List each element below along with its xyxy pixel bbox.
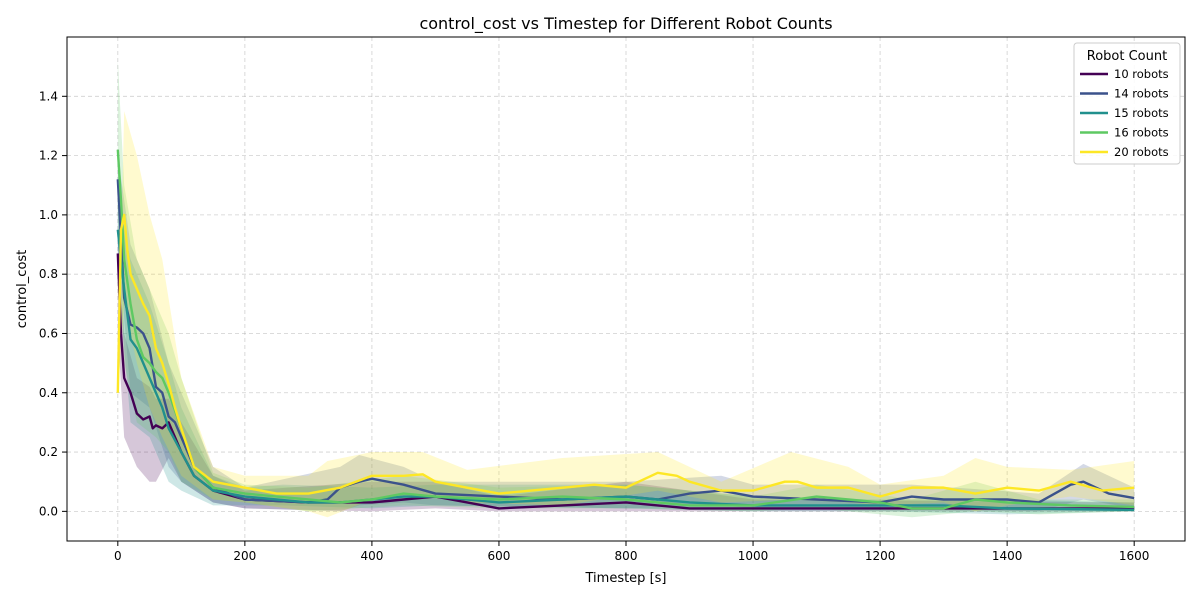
y-axis-ticks: 0.0 0.2 0.4 0.6 0.8 1.0 1.2 1.4 [39, 89, 67, 518]
x-tick-label: 800 [615, 549, 638, 563]
y-tick-label: 0.8 [39, 267, 58, 281]
y-tick-label: 0.4 [39, 386, 58, 400]
x-tick-label: 1600 [1119, 549, 1150, 563]
series-line [116, 149, 1135, 510]
x-tick-label: 1000 [738, 549, 769, 563]
series-lines [116, 149, 1135, 512]
legend-label: 15 robots [1114, 106, 1169, 120]
legend-label: 20 robots [1114, 145, 1169, 159]
legend-title: Robot Count [1087, 49, 1167, 64]
legend-label: 10 robots [1114, 67, 1169, 81]
y-axis-label: control_cost [15, 250, 30, 329]
confidence-band [117, 111, 1135, 518]
x-tick-label: 0 [114, 549, 122, 563]
x-axis-label: Timestep [s] [585, 571, 667, 586]
legend-label: 16 robots [1114, 126, 1169, 140]
legend-items: 10 robots 14 robots 15 robots 16 robots 20 r… [1080, 67, 1169, 159]
series-line [116, 179, 1135, 504]
y-tick-label: 1.0 [39, 208, 58, 222]
y-tick-label: 0.0 [39, 504, 58, 518]
legend-label: 14 robots [1114, 87, 1169, 101]
y-tick-label: 0.6 [39, 326, 58, 340]
series-line [116, 213, 1135, 498]
x-tick-label: 400 [360, 549, 383, 563]
x-tick-label: 1200 [865, 549, 896, 563]
confidence-band [117, 155, 1135, 512]
x-axis-ticks: 0 200 400 600 800 1000 1200 1400 1600 [114, 541, 1149, 563]
y-tick-label: 1.2 [39, 149, 58, 163]
x-tick-label: 600 [488, 549, 511, 563]
y-tick-label: 0.2 [39, 445, 58, 459]
x-tick-label: 200 [233, 549, 256, 563]
chart-title: control_cost vs Timestep for Different R… [419, 14, 832, 34]
y-tick-label: 1.4 [39, 89, 58, 103]
x-tick-label: 1400 [992, 549, 1023, 563]
